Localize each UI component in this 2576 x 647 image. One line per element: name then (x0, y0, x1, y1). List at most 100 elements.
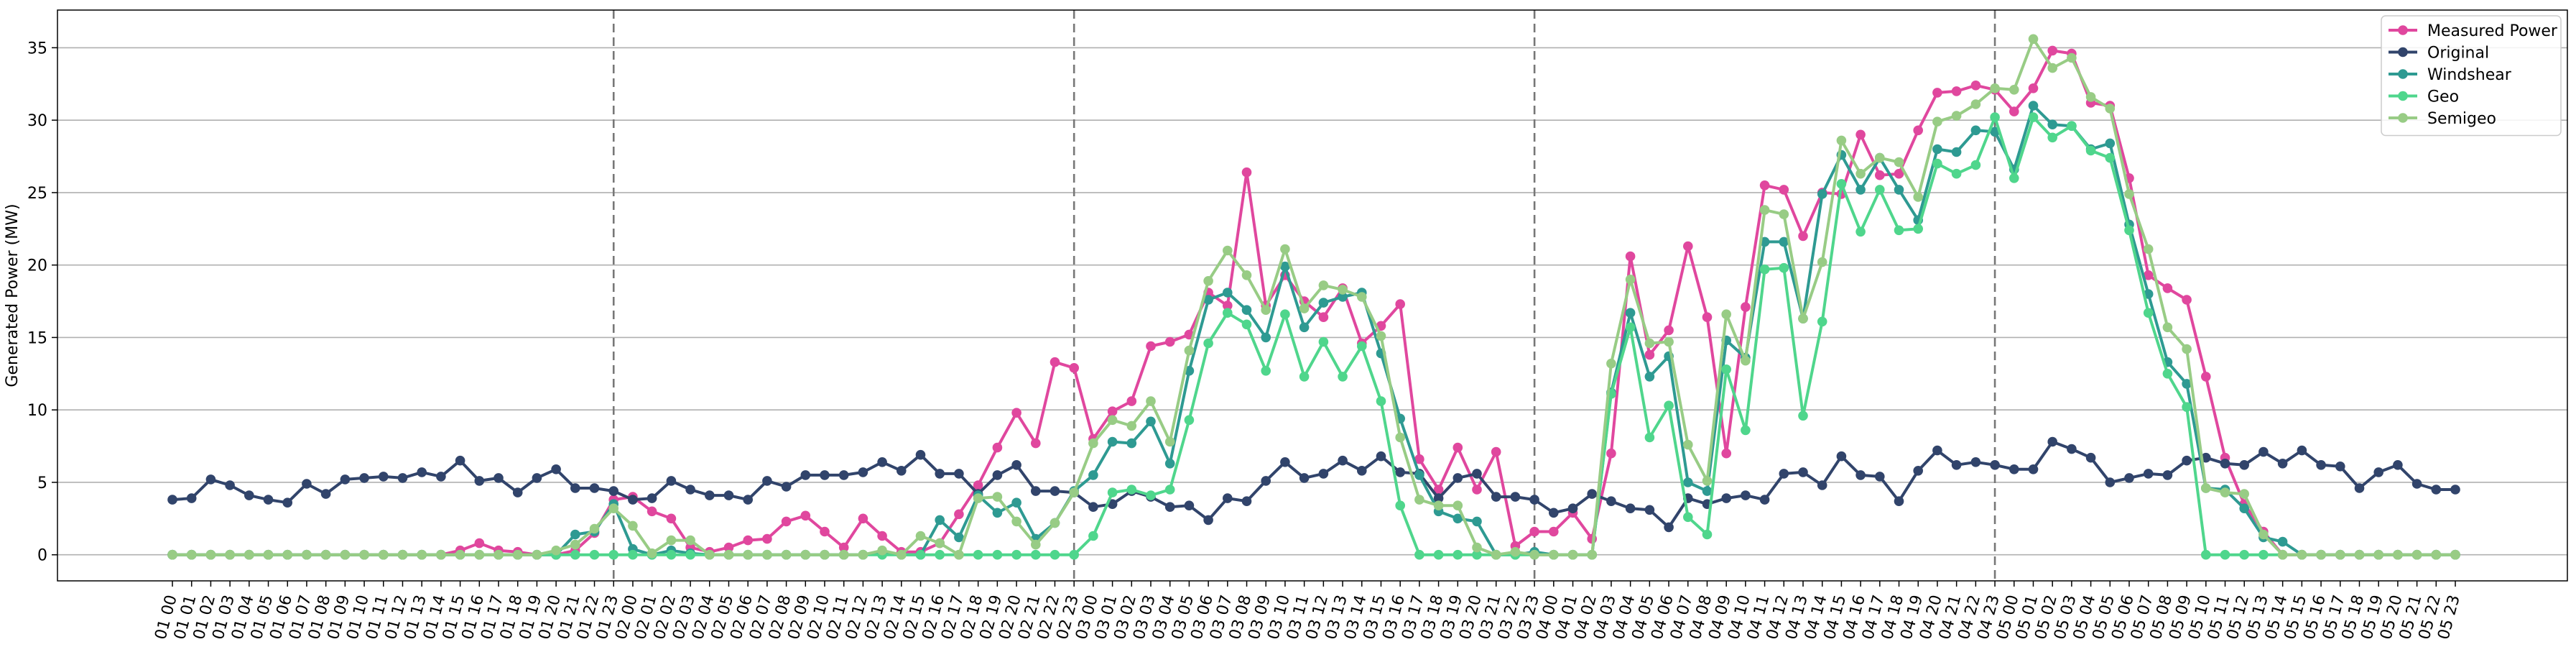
data-point (320, 489, 331, 499)
data-point (1491, 492, 1501, 502)
data-point (2009, 106, 2019, 116)
data-point (1107, 436, 1118, 447)
data-point (589, 523, 600, 534)
data-point (205, 474, 216, 485)
data-point (666, 549, 677, 560)
data-point (608, 549, 618, 560)
data-point (1683, 477, 1693, 487)
data-point (263, 549, 274, 560)
data-point (1644, 505, 1655, 515)
data-point (1050, 549, 1060, 560)
data-point (1990, 460, 2000, 470)
data-point (2297, 549, 2307, 560)
data-point (743, 495, 753, 505)
data-point (397, 549, 408, 560)
data-point (282, 549, 293, 560)
data-point (762, 549, 772, 560)
data-point (2009, 85, 2019, 95)
data-point (1472, 516, 1482, 527)
data-point (1318, 298, 1329, 308)
data-point (1299, 473, 1310, 483)
data-point (838, 549, 849, 560)
data-point (1491, 549, 1501, 560)
data-point (1280, 244, 1290, 254)
data-point (1644, 338, 1655, 349)
data-point (1779, 237, 1789, 247)
data-point (1529, 495, 1539, 505)
data-point (2220, 459, 2230, 469)
data-point (1011, 408, 1021, 418)
data-point (570, 539, 580, 550)
data-point (2085, 145, 2096, 156)
data-point (2105, 477, 2116, 487)
data-point (302, 479, 312, 489)
data-point (1088, 438, 1098, 449)
data-point (2067, 52, 2077, 63)
legend-item: Original (2389, 45, 2489, 63)
data-point (992, 470, 1003, 480)
data-point (244, 549, 254, 560)
data-point (781, 482, 792, 492)
data-point (2239, 489, 2249, 499)
data-point (1031, 549, 1041, 560)
data-point (1376, 331, 1386, 341)
data-point (1241, 167, 1252, 178)
data-point (2009, 464, 2019, 474)
data-point (2162, 283, 2173, 293)
data-point (1414, 454, 1424, 464)
data-point (1625, 251, 1636, 262)
y-tick-label: 15 (27, 329, 47, 347)
data-point (1644, 349, 1655, 360)
data-point (1280, 309, 1290, 320)
data-point (1031, 539, 1041, 550)
data-point (1625, 308, 1636, 318)
data-point (2124, 225, 2134, 236)
data-point (1798, 467, 1808, 477)
data-point (1875, 472, 1885, 482)
data-point (1951, 168, 1962, 179)
data-point (1913, 466, 1923, 476)
data-point (858, 513, 868, 524)
data-point (1050, 518, 1060, 528)
data-point (915, 449, 926, 460)
data-point (417, 467, 427, 477)
data-point (2182, 455, 2192, 466)
data-point (302, 549, 312, 560)
data-point (1951, 86, 1962, 96)
data-point (1932, 144, 1942, 155)
legend-label: Geo (2427, 88, 2459, 106)
data-point (1702, 486, 1713, 496)
data-point (2047, 436, 2057, 447)
data-point (1472, 485, 1482, 495)
data-point (1203, 338, 1213, 349)
data-point (1990, 83, 2000, 93)
data-point (2450, 549, 2460, 560)
data-point (1894, 157, 1904, 168)
data-point (723, 542, 734, 553)
data-point (2105, 138, 2116, 149)
data-point (954, 469, 964, 479)
data-point (436, 472, 446, 482)
data-point (2028, 464, 2039, 474)
data-point (877, 531, 887, 541)
data-point (1567, 503, 1578, 513)
data-point (1779, 209, 1789, 219)
data-point (494, 473, 504, 483)
data-point (1280, 261, 1290, 272)
data-point (1836, 135, 1847, 146)
data-point (1875, 185, 1885, 195)
data-point (2047, 119, 2057, 129)
data-point (743, 535, 753, 546)
data-point (1683, 241, 1693, 252)
data-point (935, 515, 945, 526)
data-point (2258, 446, 2269, 457)
data-point (417, 549, 427, 560)
data-point (2354, 483, 2365, 493)
data-point (1741, 425, 1751, 436)
data-point (340, 549, 351, 560)
data-point (1433, 485, 1444, 495)
data-point (858, 467, 868, 477)
data-point (1664, 400, 1674, 410)
data-point (2335, 549, 2345, 560)
data-point (2143, 308, 2154, 318)
